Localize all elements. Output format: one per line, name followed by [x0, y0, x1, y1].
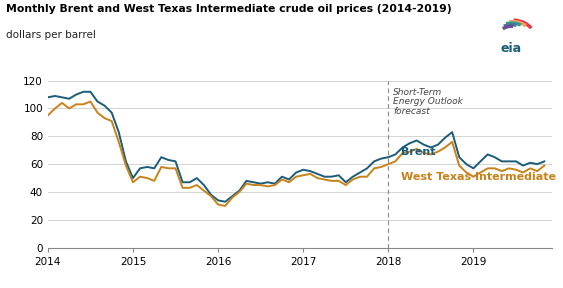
Text: dollars per barrel: dollars per barrel: [6, 30, 96, 40]
Text: eia: eia: [501, 42, 522, 55]
Text: Brent: Brent: [401, 147, 436, 157]
Text: Monthly Brent and West Texas Intermediate crude oil prices (2014-2019): Monthly Brent and West Texas Intermediat…: [6, 4, 452, 14]
Text: Energy Outlook: Energy Outlook: [394, 97, 463, 106]
Text: forecast: forecast: [394, 107, 430, 116]
Text: West Texas Intermediate: West Texas Intermediate: [401, 172, 556, 182]
Text: Short-Term: Short-Term: [394, 88, 443, 96]
